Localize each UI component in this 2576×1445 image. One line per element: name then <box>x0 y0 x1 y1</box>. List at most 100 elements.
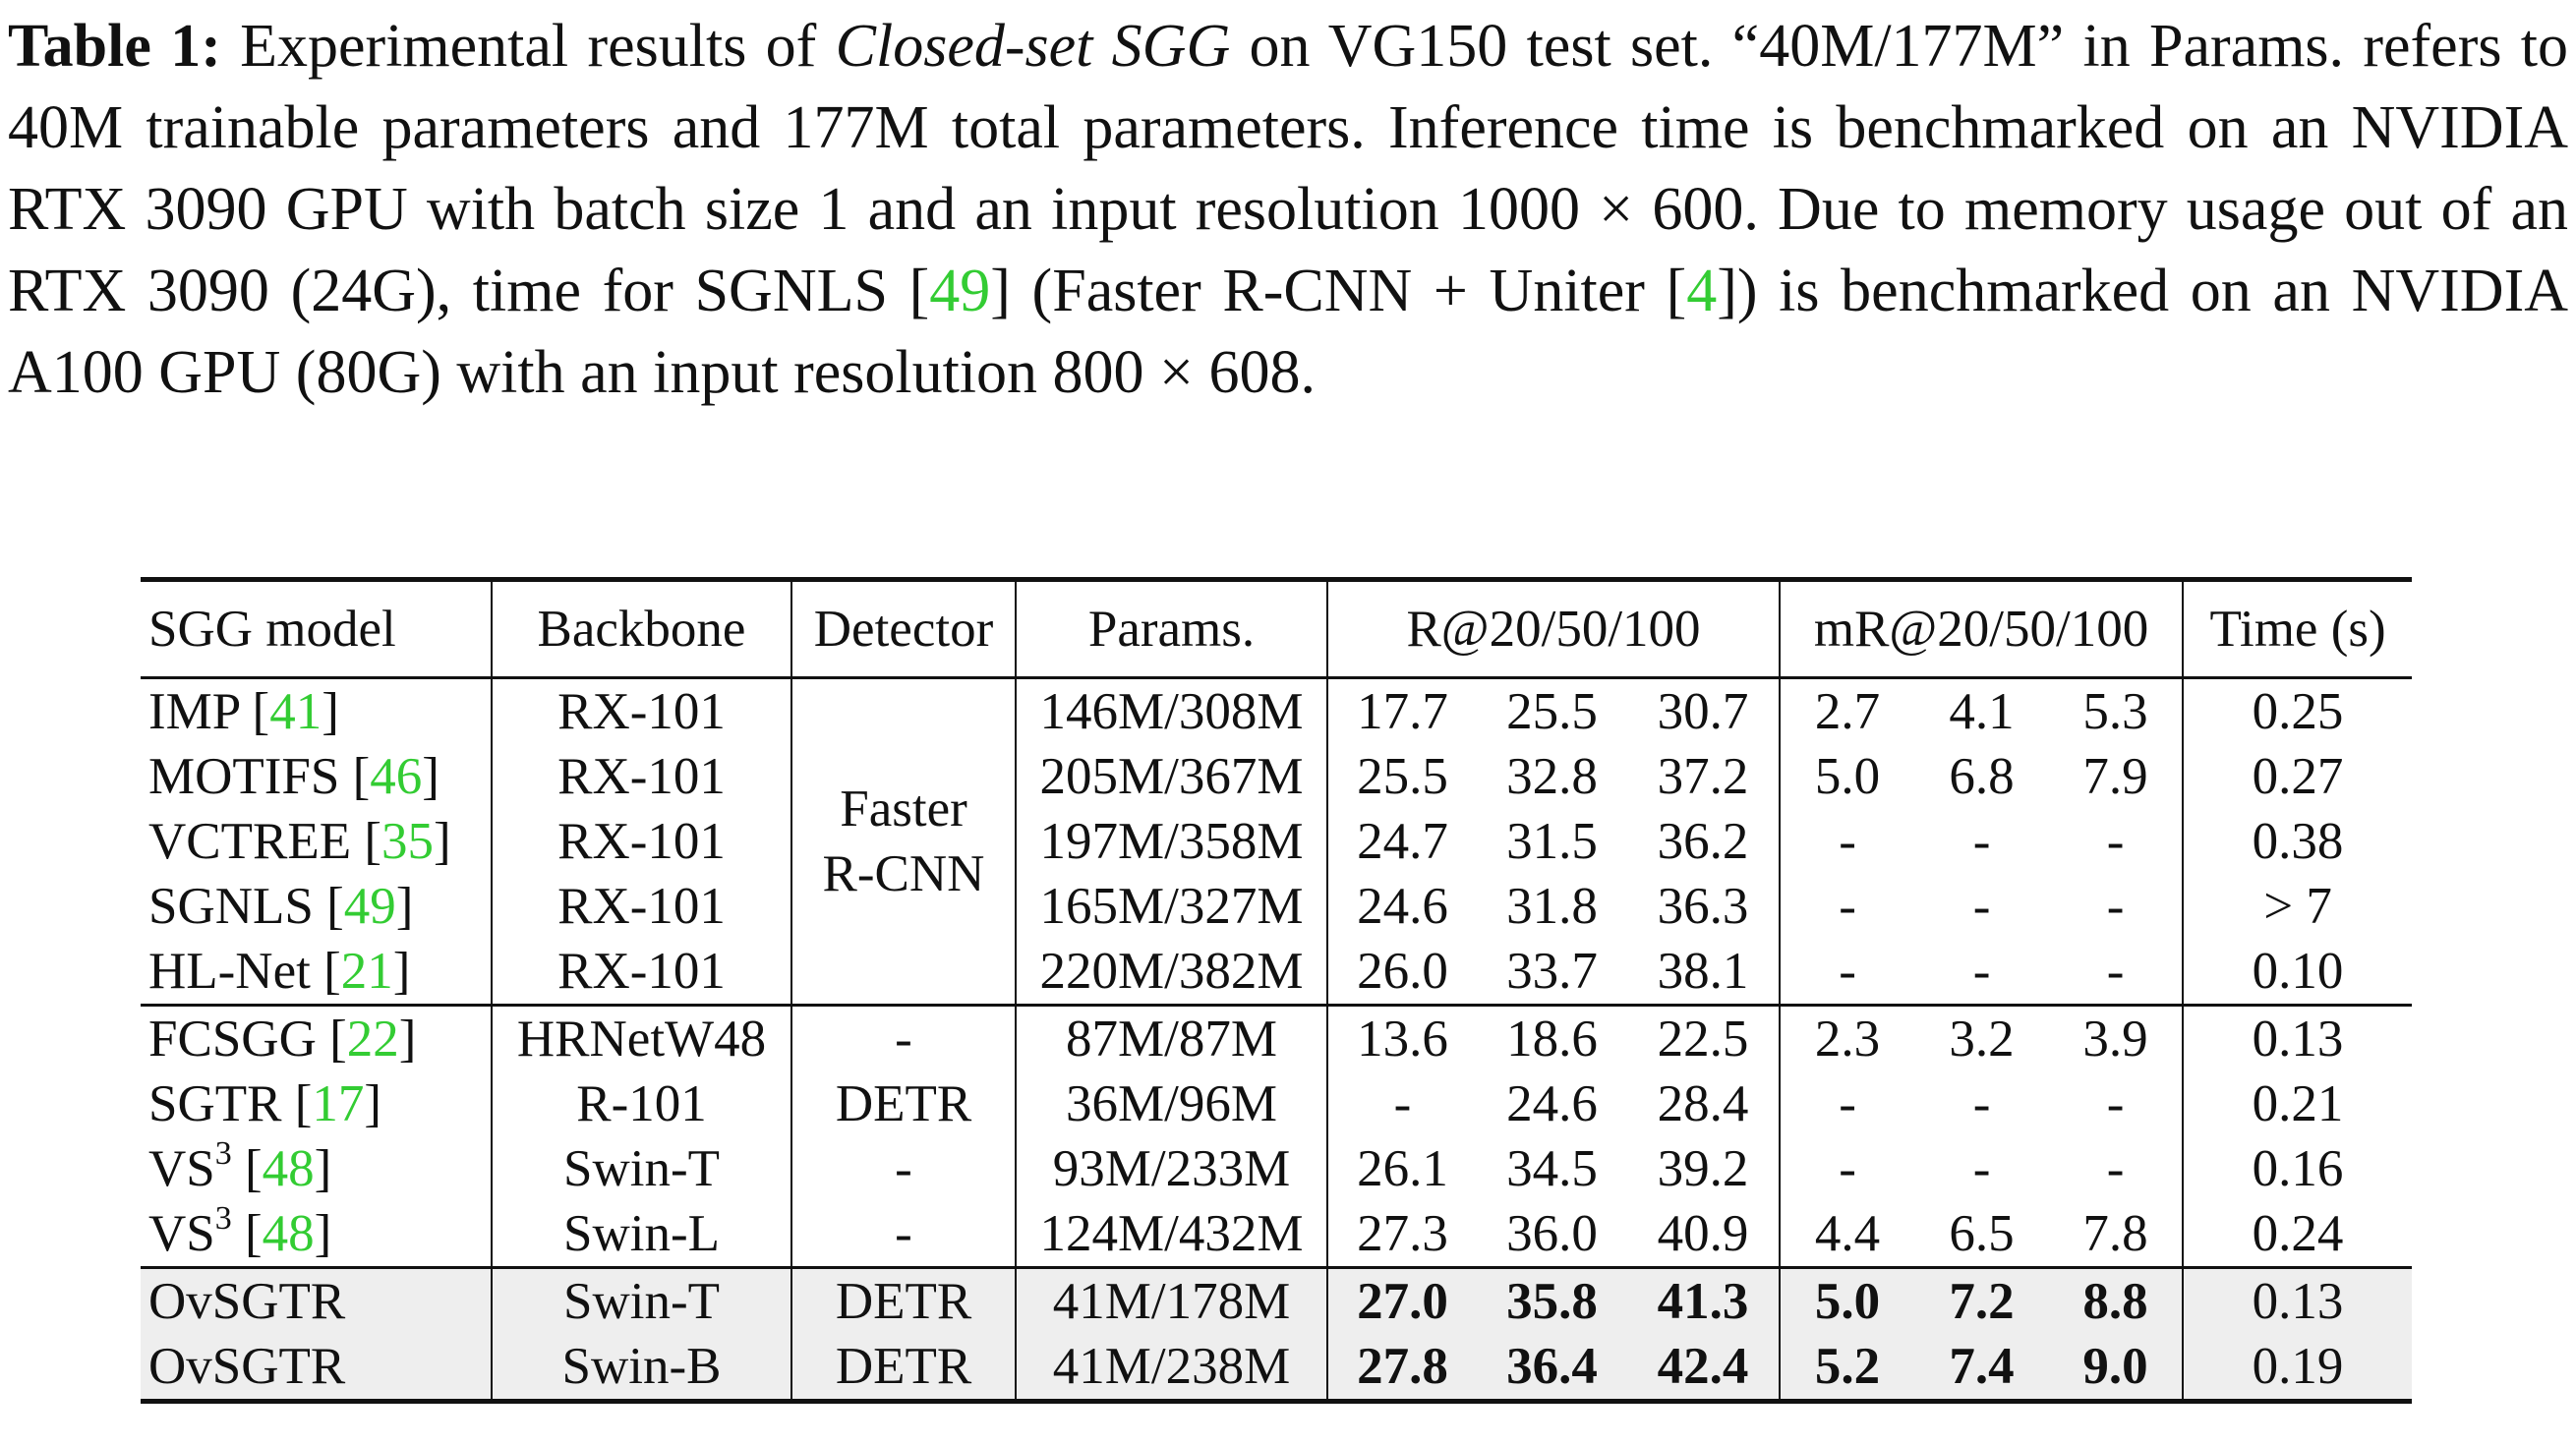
model-name: OvSGTR <box>148 1273 346 1330</box>
cell-recall: 34.5 <box>1506 1140 1598 1197</box>
cell-params: 146M/308M <box>1016 677 1328 744</box>
cell-mean-recall: - <box>2049 1071 2185 1136</box>
caption-text-pre: Experimental results of <box>220 13 836 80</box>
citation-link[interactable]: 48 <box>262 1205 315 1262</box>
cell-backbone: Swin-T <box>492 1266 792 1334</box>
cell-mean-recall: 8.8 <box>2049 1266 2185 1334</box>
cell-recall: 32.8 <box>1506 748 1598 805</box>
cell-mean-recall: 6.8 <box>1949 748 2015 805</box>
model-name: VCTREE <box>148 813 352 870</box>
citation-link[interactable]: 17 <box>312 1075 365 1132</box>
cell-detector: DETR <box>791 1071 1017 1136</box>
cell-mean-recall: 2.3 <box>1780 1004 1915 1071</box>
cell-mean-recall: - <box>2049 874 2185 939</box>
cell-mean-recall: - <box>1839 813 1856 870</box>
cell-recall: 39.2 <box>1627 1136 1782 1201</box>
detector-line-1: Faster <box>840 780 967 838</box>
table-row: HL-Net [21] RX-101 220M/382M 26.0 33.7 38.1- -… <box>141 939 2412 1006</box>
cell-params: 41M/178M <box>1016 1266 1328 1334</box>
cell-time: 0.38 <box>2252 813 2344 870</box>
cell-mean-recall: 5.0 <box>1814 748 1881 805</box>
cell-backbone: Swin-B <box>492 1334 792 1404</box>
cell-backbone: RX-101 <box>492 939 792 1006</box>
cell-backbone: Swin-L <box>492 1201 792 1268</box>
cell-recall: 36.2 <box>1627 809 1782 874</box>
cell-recall: 42.4 <box>1627 1334 1782 1404</box>
cell-backbone: RX-101 <box>492 874 792 939</box>
cell-time: > 7 <box>2263 878 2332 935</box>
results-table-container: SGG model Backbone Detector Params. R@20… <box>141 577 2413 1404</box>
header-backbone: Backbone <box>492 577 792 679</box>
cell-model: MOTIFS [46] <box>141 744 493 809</box>
cell-recall: 31.8 <box>1506 878 1598 935</box>
cell-model: SGTR [17] <box>141 1071 493 1136</box>
cell-params: 124M/432M <box>1016 1201 1328 1268</box>
cell-recall: 33.7 <box>1506 943 1598 1000</box>
cell-model: OvSGTR <box>141 1266 493 1334</box>
cell-recall: 36.0 <box>1506 1205 1598 1262</box>
cell-time: 0.27 <box>2252 748 2344 805</box>
cell-params: 36M/96M <box>1016 1071 1328 1136</box>
table-row: OvSGTR Swin-T DETR 41M/178M 27.0 35.8 41.3 5.0 7… <box>141 1266 2413 1334</box>
table-row: SGTR [17] R-101 DETR 36M/96M -24.6 28.4- - -0.2… <box>141 1071 2412 1136</box>
cell-recall: 30.7 <box>1627 677 1782 744</box>
header-params: Params. <box>1016 577 1328 679</box>
cell-time: 0.10 <box>2252 943 2344 1000</box>
cell-detector-group: Faster R-CNN <box>791 677 1017 1006</box>
cell-time: 0.19 <box>2183 1334 2413 1404</box>
cell-mean-recall: 4.1 <box>1949 683 2015 740</box>
cell-mean-recall: - <box>1972 813 1991 870</box>
cell-params: 165M/327M <box>1016 874 1328 939</box>
cell-recall: 22.5 <box>1627 1004 1782 1071</box>
cell-time: 0.13 <box>2183 1266 2413 1334</box>
cell-params: 93M/233M <box>1016 1136 1328 1201</box>
citation-link[interactable]: 49 <box>343 878 396 935</box>
cell-recall: 25.5 <box>1506 683 1598 740</box>
citation-link[interactable]: 22 <box>346 1011 399 1068</box>
citation-link[interactable]: 41 <box>269 683 322 740</box>
citation-link[interactable]: 46 <box>370 748 423 805</box>
cell-recall: 27.3 <box>1357 1205 1448 1262</box>
cell-recall: 24.6 <box>1506 1075 1598 1132</box>
table-row: VCTREE [35] RX-101 197M/358M 24.7 31.5 36.2- -… <box>141 809 2412 874</box>
model-name: VS <box>148 1140 215 1197</box>
model-name: SGNLS <box>148 878 314 935</box>
header-time: Time (s) <box>2183 577 2413 679</box>
cell-mean-recall: 9.0 <box>2049 1334 2185 1404</box>
cell-mean-recall: - <box>1839 1140 1856 1197</box>
cell-recall: 24.7 <box>1357 813 1448 870</box>
cell-model: FCSGG [22] <box>141 1004 493 1071</box>
caption-text-mid2: ] (Faster R-CNN + Uniter [ <box>990 258 1687 324</box>
citation-link[interactable]: 48 <box>262 1140 315 1197</box>
citation-link[interactable]: 49 <box>929 258 991 324</box>
cell-time: 0.16 <box>2252 1140 2344 1197</box>
cell-params: 41M/238M <box>1016 1334 1328 1404</box>
cell-time: 0.21 <box>2252 1075 2344 1132</box>
cell-model: VS3 [48] <box>141 1136 493 1201</box>
cell-recall: 36.4 <box>1477 1334 1627 1404</box>
citation-link[interactable]: 21 <box>340 943 393 1000</box>
cell-mean-recall: 5.3 <box>2049 677 2185 744</box>
cell-mean-recall: 7.8 <box>2049 1201 2185 1268</box>
cell-detector: DETR <box>791 1266 1017 1334</box>
cell-params: 220M/382M <box>1016 939 1328 1006</box>
cell-recall: 27.0 <box>1327 1266 1477 1334</box>
cell-mean-recall: 7.9 <box>2049 744 2185 809</box>
model-superscript: 3 <box>214 1200 232 1237</box>
table-row: OvSGTR Swin-B DETR 41M/238M 27.8 36.4 42.4 5.2 7… <box>141 1334 2413 1404</box>
cell-recall: 40.9 <box>1627 1201 1782 1268</box>
cell-mean-recall: 2.7 <box>1814 683 1881 740</box>
citation-link[interactable]: 4 <box>1686 258 1718 324</box>
cell-mean-recall: - <box>1839 943 1856 1000</box>
cell-backbone: Swin-T <box>492 1136 792 1201</box>
citation-link[interactable]: 35 <box>381 813 435 870</box>
cell-recall: 37.2 <box>1627 744 1782 809</box>
cell-model: SGNLS [49] <box>141 874 493 939</box>
header-mean-recall: mR@20/50/100 <box>1780 577 2185 679</box>
table-row: VS3 [48] Swin-T -93M/233M 26.1 34.5 39.2- - -0.… <box>141 1136 2412 1201</box>
cell-mean-recall: 5.2 <box>1780 1334 1915 1404</box>
cell-mean-recall: - <box>1972 943 1991 1000</box>
cell-recall: - <box>1393 1075 1412 1132</box>
cell-mean-recall: - <box>1972 878 1991 935</box>
cell-detector: - <box>791 1201 1017 1268</box>
